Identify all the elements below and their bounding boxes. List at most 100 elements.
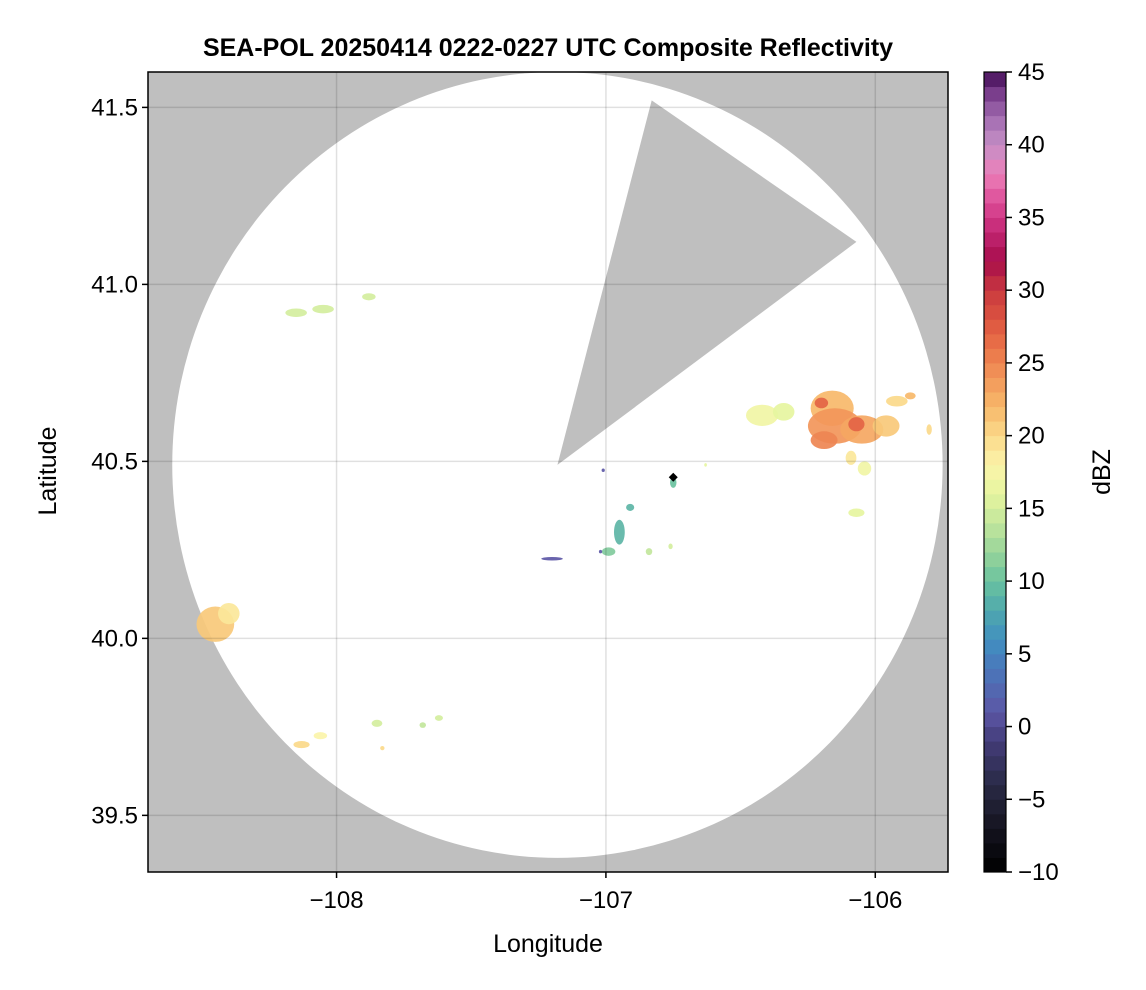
echo-cell xyxy=(312,304,334,314)
echo-cell xyxy=(380,745,385,751)
colorbar-band xyxy=(984,421,1006,437)
y-axis-ticks: 39.5 40.0 40.5 41.0 41.5 xyxy=(91,94,148,829)
colorbar-band xyxy=(984,537,1006,553)
echo-cell xyxy=(601,468,605,473)
echo-cell xyxy=(285,308,307,317)
echo-cell xyxy=(613,519,625,545)
echo-cell xyxy=(598,549,603,554)
echo-cell xyxy=(886,395,908,407)
echo-cell xyxy=(904,392,916,400)
colorbar-label: dBZ xyxy=(1088,449,1116,495)
colorbar-tick-label: −5 xyxy=(1018,786,1045,813)
echo-cell xyxy=(848,417,865,432)
blocked-sector xyxy=(557,100,857,465)
echo-cell xyxy=(313,732,328,740)
colorbar-band xyxy=(984,290,1006,306)
colorbar-band xyxy=(984,770,1006,786)
colorbar-band xyxy=(984,581,1006,597)
colorbar-band xyxy=(984,377,1006,393)
colorbar-band xyxy=(984,464,1006,480)
colorbar-tick-label: 5 xyxy=(1018,641,1031,668)
colorbar-band xyxy=(984,842,1006,858)
echo-cell xyxy=(601,547,616,556)
echo-cell xyxy=(848,508,865,517)
echo-cell xyxy=(218,602,240,625)
colorbar-band xyxy=(984,639,1006,655)
colorbar-band xyxy=(984,319,1006,335)
colorbar-band xyxy=(984,479,1006,495)
colorbar-tick-label: 15 xyxy=(1018,495,1045,522)
colorbar-band xyxy=(984,566,1006,582)
colorbar-band xyxy=(984,697,1006,713)
colorbar-tick-label: 35 xyxy=(1018,204,1045,231)
colorbar-band xyxy=(984,86,1006,102)
colorbar-tick-label: 40 xyxy=(1018,132,1045,159)
colorbar-band xyxy=(984,406,1006,422)
colorbar-band xyxy=(984,610,1006,626)
radar-location-marker xyxy=(668,472,678,482)
colorbar-band xyxy=(984,712,1006,728)
colorbar-band xyxy=(984,450,1006,466)
colorbar-band xyxy=(984,552,1006,568)
y-tick-label: 41.0 xyxy=(91,271,138,298)
colorbar-tick-label: 0 xyxy=(1018,714,1031,741)
colorbar-tick-label: 30 xyxy=(1018,277,1045,304)
colorbar-band xyxy=(984,741,1006,757)
x-tick-label: −106 xyxy=(848,887,902,914)
y-tick-label: 41.5 xyxy=(91,94,138,121)
echo-cell xyxy=(872,415,900,437)
colorbar-band xyxy=(984,362,1006,378)
y-tick-label: 39.5 xyxy=(91,802,138,829)
x-axis-label: Longitude xyxy=(493,930,603,958)
colorbar-band xyxy=(984,653,1006,669)
colorbar-band xyxy=(984,668,1006,684)
colorbar-band xyxy=(984,261,1006,277)
echo-cell xyxy=(704,463,707,467)
colorbar-band xyxy=(984,508,1006,524)
echo-cell xyxy=(645,548,653,556)
colorbar-band xyxy=(984,101,1006,117)
colorbar-band xyxy=(984,144,1006,160)
colorbar-ticks: 45 40 35 30 25 20 15 10 5 0 −5 −10 xyxy=(1006,59,1059,886)
echo-cell xyxy=(845,450,857,465)
x-axis-ticks: −108 −107 −106 xyxy=(310,872,902,914)
colorbar-band xyxy=(984,493,1006,509)
colorbar-band xyxy=(984,828,1006,844)
echo-cell xyxy=(419,722,426,728)
colorbar-tick-label: 25 xyxy=(1018,350,1045,377)
grid-lines xyxy=(148,72,948,872)
plot-area xyxy=(148,72,948,872)
y-axis-label: Latitude xyxy=(34,427,62,516)
echo-layer xyxy=(196,293,932,751)
colorbar-band xyxy=(984,624,1006,640)
echo-cell xyxy=(772,402,795,421)
colorbar-band xyxy=(984,246,1006,262)
chart-title: SEA-POL 20250414 0222-0227 UTC Composite… xyxy=(203,34,893,62)
colorbar-tick-label: −10 xyxy=(1018,859,1059,886)
colorbar-band xyxy=(984,232,1006,248)
echo-cell xyxy=(668,543,673,550)
echo-cell xyxy=(434,715,443,721)
colorbar-band xyxy=(984,435,1006,451)
colorbar-band xyxy=(984,682,1006,698)
colorbar-tick-label: 45 xyxy=(1018,59,1045,86)
colorbar-band xyxy=(984,130,1006,146)
echo-cell xyxy=(926,424,932,435)
colorbar-band xyxy=(984,202,1006,218)
x-tick-label: −107 xyxy=(579,887,633,914)
colorbar-band xyxy=(984,275,1006,291)
echo-cell xyxy=(541,556,563,561)
colorbar-band xyxy=(984,392,1006,408)
echo-cell xyxy=(626,503,635,511)
colorbar-band xyxy=(984,755,1006,771)
colorbar-tick-label: 20 xyxy=(1018,423,1045,450)
echo-cell xyxy=(857,461,872,476)
echo-cell xyxy=(371,719,383,727)
colorbar-band xyxy=(984,784,1006,800)
colorbar-band xyxy=(984,726,1006,742)
y-tick-label: 40.0 xyxy=(91,625,138,652)
colorbar-band xyxy=(984,348,1006,364)
colorbar-band xyxy=(984,173,1006,189)
colorbar-band xyxy=(984,333,1006,349)
colorbar-frame xyxy=(983,71,1007,873)
